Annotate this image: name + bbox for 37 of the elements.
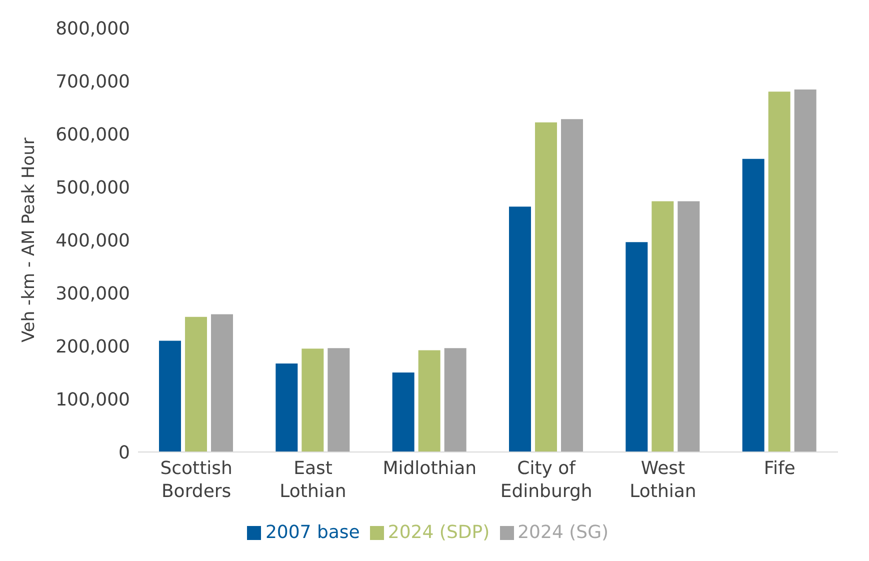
bar (535, 122, 557, 452)
y-tick-label: 500,000 (56, 177, 130, 198)
y-tick-label: 600,000 (56, 124, 130, 146)
bar (626, 242, 648, 452)
bar (211, 314, 233, 452)
y-axis-title: Veh -km - AM Peak Hour (19, 138, 40, 342)
bar (678, 201, 700, 452)
x-tick-label: West Lothian (630, 458, 696, 502)
x-tick-label: Midlothian (382, 458, 477, 479)
x-tick-label: City of Edinburgh (500, 458, 592, 502)
y-tick-label: 400,000 (56, 230, 130, 252)
y-tick-label: 200,000 (56, 336, 130, 358)
y-tick-label: 100,000 (56, 389, 130, 410)
bar (276, 363, 298, 452)
legend-label: 2007 base (265, 522, 360, 543)
bar (418, 350, 440, 452)
legend-label: 2024 (SDP) (388, 522, 490, 543)
bar (652, 201, 674, 452)
bar (794, 89, 816, 452)
y-tick-label: 300,000 (56, 283, 130, 304)
bar (444, 348, 466, 452)
bar (742, 158, 764, 452)
x-tick-label: Scottish Borders (160, 458, 232, 502)
y-tick-label: 700,000 (56, 71, 130, 92)
bar (302, 348, 324, 452)
bar (509, 206, 531, 452)
bar (328, 348, 350, 452)
bar (185, 316, 207, 452)
bar (392, 372, 414, 452)
x-tick-label: Fife (764, 458, 796, 479)
legend-label: 2024 (SG) (518, 522, 609, 543)
y-tick-label: 800,000 (56, 18, 130, 40)
x-tick-label: East Lothian (280, 458, 346, 502)
bar (768, 92, 790, 452)
bar (159, 340, 181, 452)
bar (561, 119, 583, 452)
y-tick-label: 0 (118, 442, 130, 464)
